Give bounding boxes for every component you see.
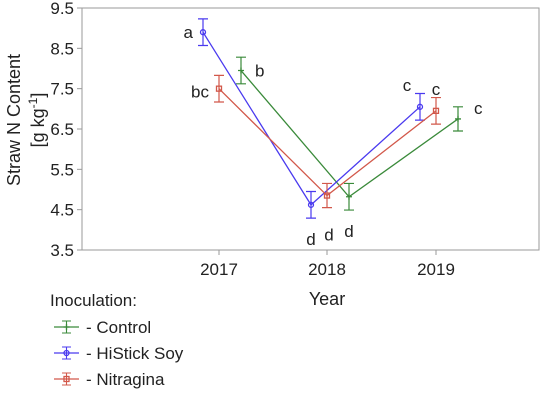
- y-axis-title-line-1: Straw N Content: [4, 54, 24, 186]
- data-point: [63, 349, 70, 357]
- series-layer: b d c a d c bc d c: [184, 18, 483, 249]
- y-tick-label: 5.5: [50, 160, 74, 179]
- data-point: [199, 29, 207, 36]
- y-tick-label: 3.5: [50, 241, 74, 260]
- data-point: [323, 192, 331, 199]
- legend-title: Inoculation:: [50, 291, 137, 310]
- y-axis-title-unit: [g kg: [28, 108, 48, 147]
- series-group: bc d c: [191, 74, 441, 245]
- data-point: [416, 103, 424, 110]
- x-tick-label: 2018: [308, 260, 346, 279]
- series-group: b d c: [236, 56, 483, 241]
- error-bar: [322, 182, 332, 209]
- legend-error-bar: [62, 346, 71, 360]
- y-axis: 3.5 4.5 5.5 6.5 7.5 8.5 9.5: [50, 0, 82, 260]
- y-tick-label: 6.5: [50, 120, 74, 139]
- x-axis-title: Year: [309, 289, 345, 309]
- error-bar: [306, 190, 316, 219]
- y-tick-label: 7.5: [50, 80, 74, 99]
- error-bar: [415, 92, 425, 121]
- error-bar: [198, 18, 208, 47]
- significance-label: d: [324, 226, 333, 245]
- error-bar: [214, 74, 224, 103]
- data-point: [432, 107, 440, 114]
- data-point: [346, 193, 352, 200]
- y-axis-title: Straw N Content [g kg-1]: [4, 54, 48, 186]
- data-point: [238, 67, 244, 74]
- significance-label: b: [255, 62, 264, 81]
- legend: Inoculation: - Control - HiStick Soy - Nit…: [50, 291, 184, 389]
- data-point: [63, 375, 70, 383]
- legend-item: - HiStick Soy: [54, 344, 184, 363]
- error-bar: [431, 96, 441, 125]
- x-tick-label: 2017: [200, 260, 238, 279]
- y-tick-label: 9.5: [50, 0, 74, 18]
- data-point: [215, 85, 223, 92]
- significance-label: a: [184, 23, 194, 42]
- legend-item: - Nitragina: [54, 370, 165, 389]
- legend-label: - Nitragina: [86, 370, 165, 389]
- legend-error-bar: [62, 372, 71, 386]
- y-tick-label: 8.5: [50, 39, 74, 58]
- data-point: [63, 324, 70, 330]
- significance-label: bc: [191, 83, 209, 102]
- y-axis-title-exponent: -1: [26, 97, 40, 108]
- significance-label: d: [344, 222, 353, 241]
- significance-label: c: [474, 99, 483, 118]
- series-line: [218, 88, 437, 197]
- data-point: [455, 115, 461, 122]
- legend-label: - HiStick Soy: [86, 344, 184, 363]
- y-tick-label: 4.5: [50, 201, 74, 220]
- legend-label: - Control: [86, 318, 151, 337]
- series-group: a d c: [184, 18, 425, 249]
- legend-item: - Control: [54, 318, 151, 337]
- x-tick-label: 2019: [417, 260, 455, 279]
- x-axis: 2017 2018 2019: [200, 250, 455, 279]
- significance-label: c: [403, 76, 412, 95]
- series-line: [202, 31, 421, 206]
- y-axis-title-line-2: [g kg-1]: [26, 93, 48, 148]
- significance-label: c: [432, 80, 441, 99]
- data-point: [307, 201, 315, 208]
- y-axis-title-close: ]: [28, 93, 48, 98]
- significance-label: d: [306, 230, 315, 249]
